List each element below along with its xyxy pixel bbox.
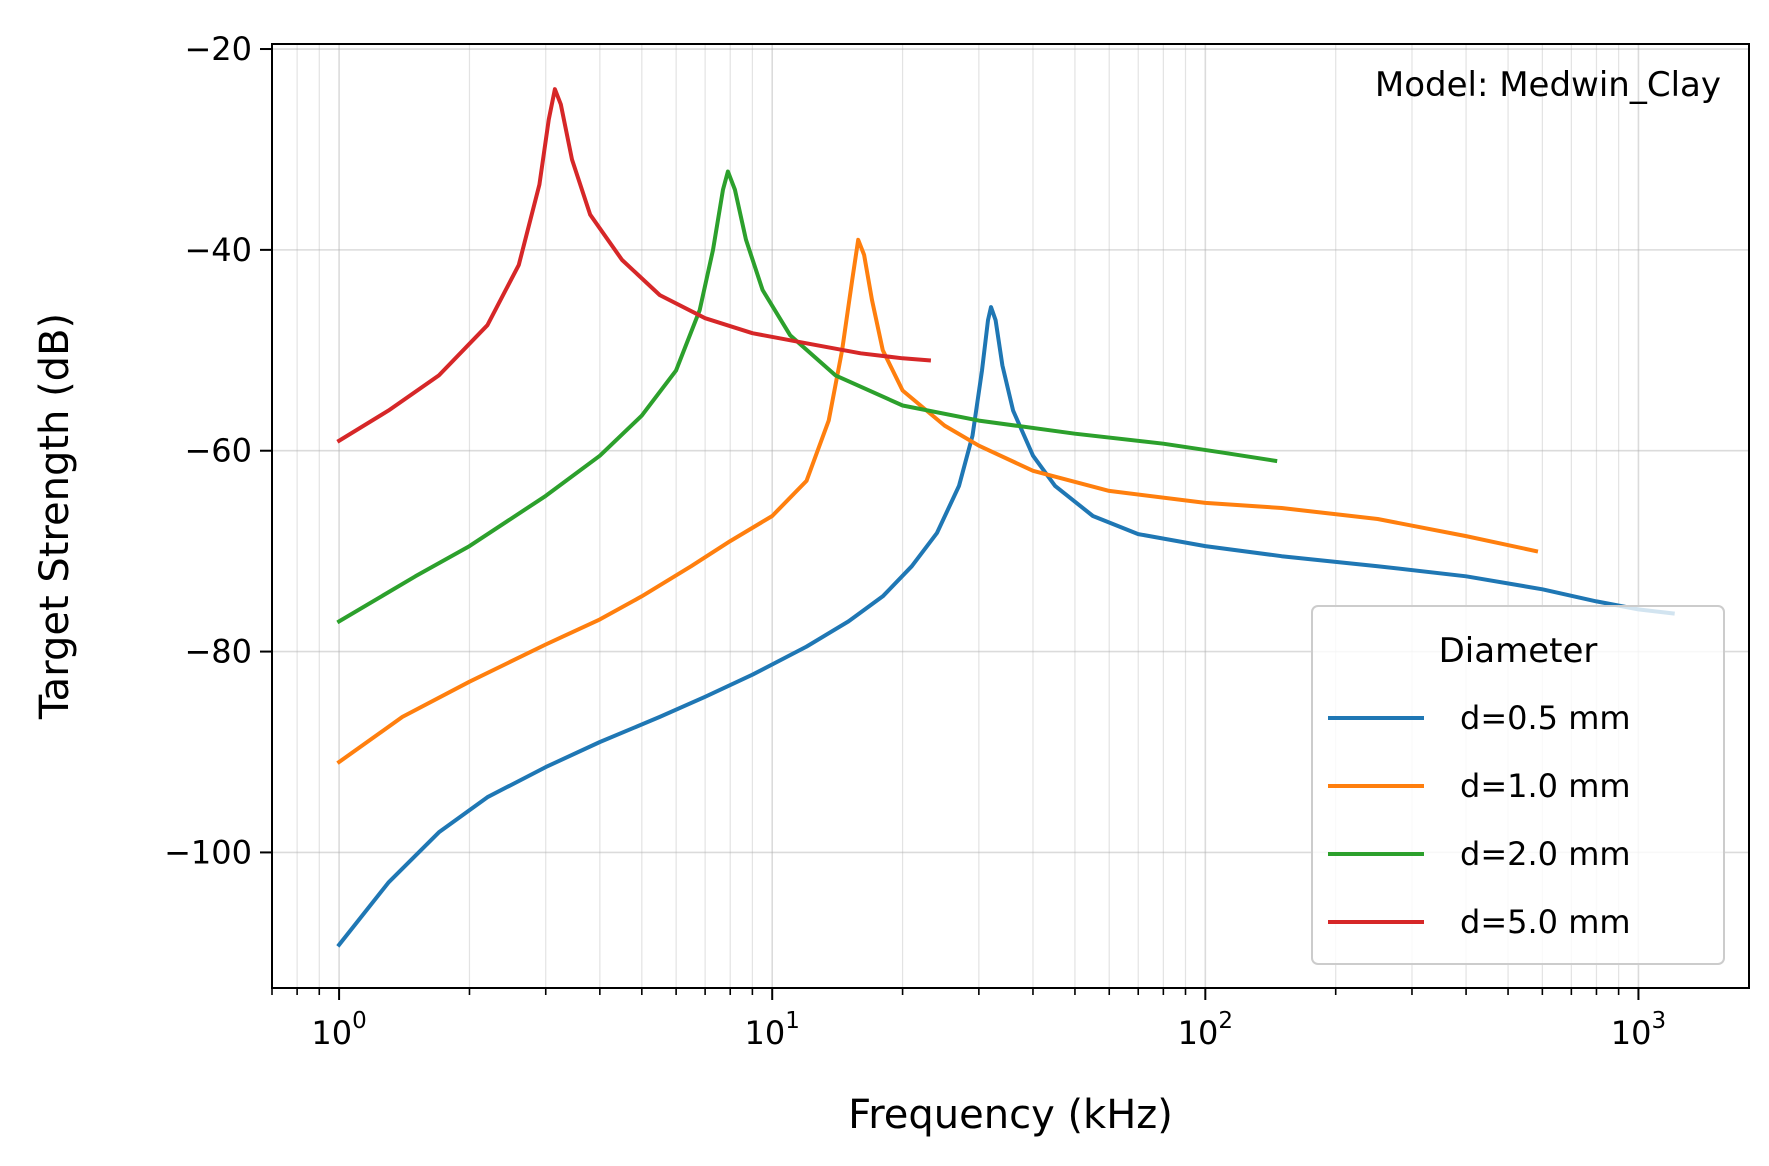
- legend-label-4: d=5.0 mm: [1460, 903, 1631, 941]
- series-line-2: [336, 237, 1539, 765]
- y-tick-label: −60: [184, 432, 252, 470]
- x-tick-label: 101: [745, 1008, 800, 1052]
- y-axis-ticks: −20 −40 −60 −80 −100: [164, 30, 272, 871]
- y-tick-label: −100: [164, 833, 252, 871]
- legend-label-3: d=2.0 mm: [1460, 835, 1631, 873]
- x-tick-label: 103: [1611, 1008, 1666, 1052]
- series-lines: [336, 87, 1675, 948]
- legend-frame: [1311, 605, 1725, 965]
- model-annotation: Model: Medwin_Clay: [1375, 65, 1721, 105]
- series-line-4: [336, 87, 932, 444]
- legend-label-2: d=1.0 mm: [1460, 767, 1631, 805]
- y-tick-label: −40: [184, 231, 252, 269]
- series-line-1: [336, 305, 1675, 948]
- plot-area-frame: [271, 43, 1750, 989]
- x-axis-title: Frequency (kHz): [848, 1092, 1173, 1138]
- x-axis-ticks: 100 101 102 103: [271, 988, 1666, 1052]
- legend: Diameter d=0.5 mm d=1.0 mm d=2.0 mm d=5.0 m…: [1311, 605, 1725, 965]
- legend-title: Diameter: [1439, 631, 1598, 671]
- series-line-3: [336, 169, 1278, 625]
- x-tick-label: 100: [311, 1008, 366, 1052]
- x-tick-label: 102: [1178, 1008, 1233, 1052]
- y-tick-label: −20: [184, 30, 252, 68]
- legend-entries: d=0.5 mm d=1.0 mm d=2.0 mm d=5.0 mm: [1328, 699, 1631, 941]
- y-axis-title: Target Strength (dB): [32, 313, 78, 720]
- legend-label-1: d=0.5 mm: [1460, 699, 1631, 737]
- y-tick-label: −80: [184, 633, 252, 671]
